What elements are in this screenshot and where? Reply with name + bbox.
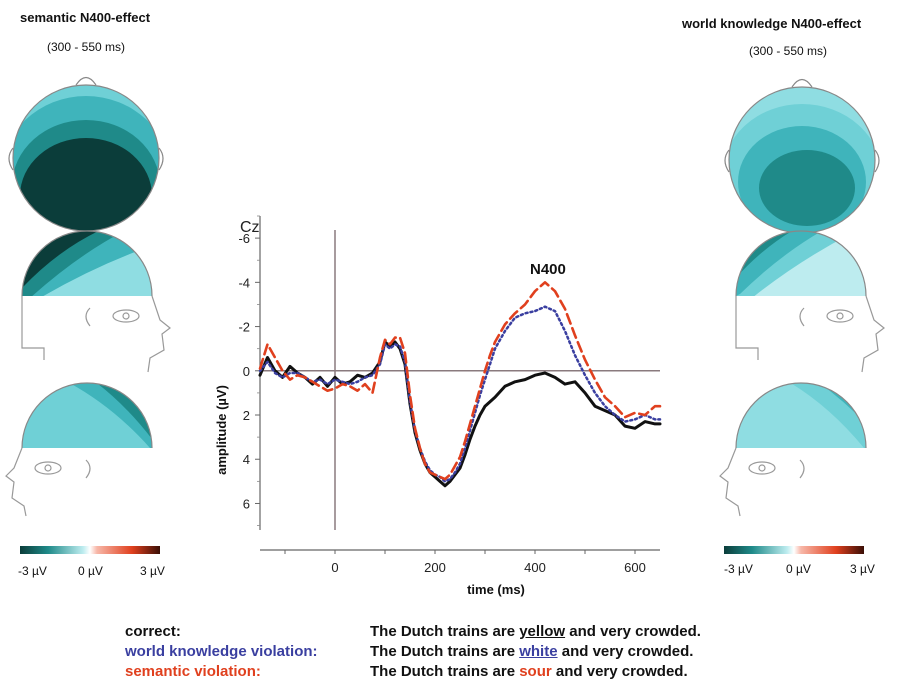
y-tick-label: -2 <box>238 320 250 335</box>
right-color-scale <box>724 546 864 554</box>
legend-label-world: world knowledge violation: <box>125 643 318 660</box>
ear-icon <box>85 307 91 327</box>
right-panel-window: (300 - 550 ms) <box>749 44 828 58</box>
ear-icon <box>8 147 14 171</box>
sentence-suffix: and very crowded. <box>555 663 688 680</box>
x-tick-label: 400 <box>524 560 546 575</box>
x-tick-label: 0 <box>331 560 338 575</box>
sentence-prefix: The Dutch trains are <box>370 623 516 640</box>
critical-word-semantic: sour <box>519 663 552 680</box>
ear-icon <box>724 149 730 173</box>
y-tick-label: 4 <box>243 452 250 467</box>
ear-icon <box>799 459 805 479</box>
right-panel-title: world knowledge N400-effect <box>682 16 862 31</box>
left-scale-mid-label: 0 µV <box>78 564 103 578</box>
eye-icon <box>112 309 140 323</box>
x-axis-label: time (ms) <box>467 582 525 597</box>
legend-label-correct: correct: <box>125 623 181 640</box>
left-color-scale <box>20 546 160 554</box>
x-tick-label: 200 <box>424 560 446 575</box>
sentence-prefix: The Dutch trains are <box>370 663 516 680</box>
right-topo-side-view <box>735 230 885 373</box>
y-tick-label: 2 <box>243 408 250 423</box>
sentence-correct: The Dutch trains are yellow and very cro… <box>370 623 701 640</box>
eye-icon <box>826 309 854 323</box>
right-topo-back-view <box>719 382 867 517</box>
legend-label-semantic: semantic violation: <box>125 663 261 680</box>
y-tick-label: -6 <box>238 231 250 246</box>
ear-icon <box>799 307 805 327</box>
sentence-prefix: The Dutch trains are <box>370 643 516 660</box>
left-topo-back-view <box>5 382 153 517</box>
eye-icon <box>748 461 776 475</box>
critical-word-correct: yellow <box>519 623 566 640</box>
left-panel-window: (300 - 550 ms) <box>47 40 126 54</box>
ear-icon <box>85 459 91 479</box>
left-topo-top-view <box>8 76 164 232</box>
right-topo-maps <box>719 78 885 517</box>
right-topo-top-view <box>724 78 880 234</box>
ear-icon <box>874 149 880 173</box>
sentence-world: The Dutch trains are white and very crow… <box>370 643 693 660</box>
critical-word-world: white <box>519 643 558 660</box>
eye-icon <box>34 461 62 475</box>
y-tick-label: -4 <box>238 275 250 290</box>
nose-icon <box>75 76 97 86</box>
n400-annotation: N400 <box>530 261 566 278</box>
erp-chart: Cz N400 amplitude (µV) time (ms) -6 -4 -2 0… <box>214 215 662 597</box>
sentence-suffix: and very crowded. <box>569 623 701 640</box>
nose-icon <box>791 78 813 88</box>
electrode-label: Cz <box>240 219 260 236</box>
right-scale-mid-label: 0 µV <box>786 562 811 576</box>
left-scale-max-label: 3 µV <box>140 564 165 578</box>
x-tick-label: 600 <box>624 560 646 575</box>
y-tick-label: 0 <box>243 364 250 379</box>
left-topo-maps <box>5 76 171 517</box>
left-panel-title: semantic N400-effect <box>20 10 151 25</box>
left-topo-side-view <box>21 230 171 373</box>
left-scale-min-label: -3 µV <box>18 564 47 578</box>
series-line-semantic-violation <box>258 281 662 481</box>
right-scale-min-label: -3 µV <box>724 562 753 576</box>
y-axis-label: amplitude (µV) <box>214 385 229 475</box>
y-tick-label: 6 <box>243 496 250 511</box>
sentence-semantic: The Dutch trains are sour and very crowd… <box>370 663 688 680</box>
sentence-suffix: and very crowded. <box>561 643 694 660</box>
ear-icon <box>158 147 164 171</box>
right-scale-max-label: 3 µV <box>850 562 875 576</box>
